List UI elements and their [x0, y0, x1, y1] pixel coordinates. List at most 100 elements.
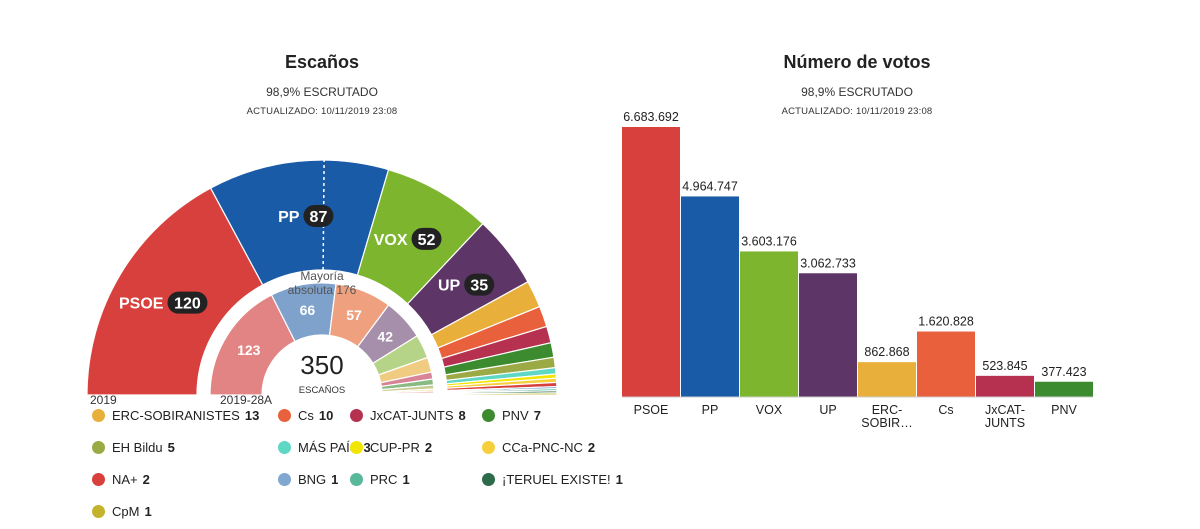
legend-item-cpm[interactable]: CpM 1 [92, 504, 152, 519]
vote-bar-up [799, 273, 857, 397]
vote-bar-category-up: UP [819, 403, 836, 417]
legend-label: Cs [298, 408, 314, 423]
segment-label-up: UP [438, 278, 461, 295]
vote-bar-category-pp: PP [702, 403, 719, 417]
legend-value: 7 [533, 408, 541, 423]
vote-bar-pp [681, 196, 739, 397]
vote-bar-erc-sobir [858, 362, 916, 397]
vote-bar-value-cs: 1.620.828 [918, 315, 974, 329]
legend-label: EH Bildu [112, 440, 163, 455]
legend-item-erc-sobiranistes[interactable]: ERC-SOBIRANISTES 13 [92, 408, 259, 423]
vote-bar-category-erc-sobir: ERC- [872, 403, 903, 417]
vote-bar-value-erc-sobir: 862.868 [864, 345, 909, 359]
legend-swatch-icon [482, 441, 495, 454]
legend-swatch-icon [92, 441, 105, 454]
legend-swatch-icon [482, 473, 495, 486]
legend-item-bng[interactable]: BNG 1 [278, 472, 338, 487]
vote-bar-category-jxcat-junts: JxCAT- [985, 403, 1025, 417]
legend-item-cup-pr[interactable]: CUP-PR 2 [350, 440, 432, 455]
legend-label: CCa-PNC-NC [502, 440, 583, 455]
legend-label: CUP-PR [370, 440, 420, 455]
legend-swatch-icon [92, 409, 105, 422]
vote-bar-value-pp: 4.964.747 [682, 179, 738, 193]
legend-label: NA+ [112, 472, 138, 487]
legend-item-jxcat-junts[interactable]: JxCAT-JUNTS 8 [350, 408, 466, 423]
legend-swatch-icon [350, 441, 363, 454]
legend-label: ERC-SOBIRANISTES [112, 408, 240, 423]
segment-label-psoe: PSOE [119, 296, 164, 313]
vote-bar-jxcat-junts [976, 375, 1034, 397]
votes-updated-timestamp: ACTUALIZADO: 10/11/2019 23:08 [781, 106, 933, 117]
total-seats-label: ESCAÑOS [299, 385, 345, 396]
legend-value: 2 [142, 472, 150, 487]
legend-value: 10 [318, 408, 334, 423]
legend-swatch-icon [278, 441, 291, 454]
vote-bar-value-psoe: 6.683.692 [623, 110, 679, 124]
legend-item-m-s-pa-s[interactable]: MÁS PAÍS 3 [278, 440, 371, 455]
legend-label: ¡TERUEL EXISTE! [502, 472, 611, 487]
legend-label: PNV [502, 408, 529, 423]
seats-2019-ring [86, 159, 558, 396]
seats-scrutiny-status: 98,9% ESCRUTADO [266, 85, 378, 99]
total-seats-value: 350 [300, 350, 343, 380]
legend-item-cs[interactable]: Cs 10 [278, 408, 333, 423]
vote-bar-value-pnv: 377.423 [1041, 365, 1086, 379]
legend-value: 1 [402, 472, 410, 487]
outer-ring-labels: PSOE 120 PP 87 VOX 52 UP 35 [119, 204, 495, 314]
segment-value-badge-pp [303, 204, 334, 227]
seat-segment-cpm [446, 392, 558, 396]
outer-ring-year: 2019 [90, 393, 117, 407]
segment-value-up: 35 [470, 278, 488, 295]
vote-bar-psoe [622, 127, 680, 397]
vote-bar-pnv [1035, 381, 1093, 397]
legend-value: 3 [363, 440, 371, 455]
votes-chart-title: Número de votos [783, 52, 931, 72]
legend-value: 1 [144, 504, 152, 519]
inner-segment-value-cs: 57 [346, 307, 362, 323]
majority-label-line2: absoluta 176 [288, 283, 357, 297]
inner-segment-value-up: 42 [377, 329, 393, 345]
vote-bar-vox [740, 251, 798, 397]
segment-value-psoe: 120 [174, 296, 201, 313]
legend-swatch-icon [350, 473, 363, 486]
vote-bar-category-pnv: PNV [1051, 403, 1077, 417]
legend-item-eh-bildu[interactable]: EH Bildu 5 [92, 440, 175, 455]
legend-label: MÁS PAÍS [298, 440, 359, 455]
legend-label: CpM [112, 504, 140, 519]
segment-label-vox: VOX [374, 232, 408, 249]
legend-item-teruel-existe[interactable]: ¡TERUEL EXISTE! 1 [482, 472, 623, 487]
vote-bar-value-jxcat-junts: 523.845 [982, 359, 1027, 373]
legend-swatch-icon [92, 473, 105, 486]
legend-label: BNG [298, 472, 327, 487]
vote-bar-category-cs: Cs [938, 403, 953, 417]
legend-swatch-icon [482, 409, 495, 422]
inner-ring-labels: 123 66 57 42 [237, 302, 393, 358]
legend-label: PRC [370, 472, 398, 487]
legend-item-prc[interactable]: PRC 1 [350, 472, 410, 487]
legend-value: 1 [615, 472, 623, 487]
inner-segment-value-psoe: 123 [237, 342, 261, 358]
legend-swatch-icon [350, 409, 363, 422]
legend-item-pnv[interactable]: PNV 7 [482, 408, 541, 423]
votes-scrutiny-status: 98,9% ESCRUTADO [801, 85, 913, 99]
vote-bar-category-erc-sobir: SOBIR… [861, 416, 912, 430]
segment-label-pp: PP [278, 209, 300, 226]
legend-item-cca-pnc-nc[interactable]: CCa-PNC-NC 2 [482, 440, 595, 455]
legend-value: 2 [424, 440, 433, 455]
vote-bar-value-vox: 3.603.176 [741, 234, 797, 248]
legend-swatch-icon [278, 409, 291, 422]
segment-value-badge-vox [411, 227, 442, 250]
legend-value: 1 [331, 472, 339, 487]
seats-chart-title: Escaños [284, 52, 360, 72]
legend-swatch-icon [92, 505, 105, 518]
vote-bar-value-up: 3.062.733 [800, 256, 856, 270]
legend-value: 8 [458, 408, 466, 423]
legend-item-na[interactable]: NA+ 2 [92, 472, 150, 487]
legend-swatch-icon [278, 473, 291, 486]
seat-segment-psoe [86, 187, 264, 396]
vote-bar-cs [917, 331, 975, 397]
legend-value: 13 [244, 408, 260, 423]
segment-value-pp: 87 [310, 209, 328, 226]
majority-label-line1: Mayoría [300, 269, 344, 283]
